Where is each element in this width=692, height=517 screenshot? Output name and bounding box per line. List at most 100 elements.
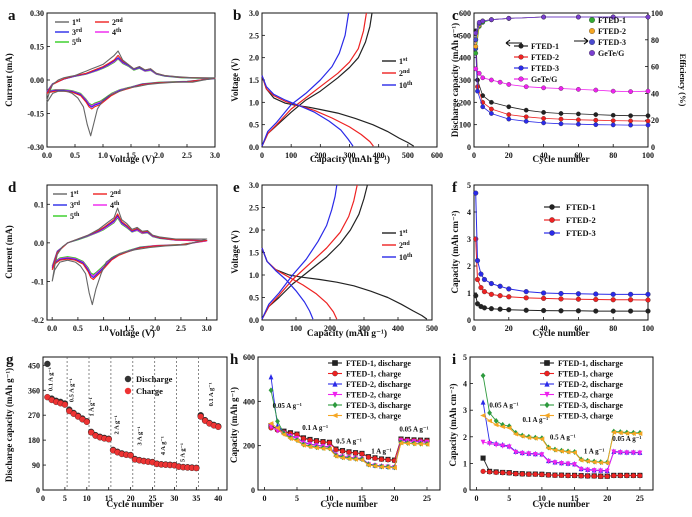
data-point — [575, 291, 581, 297]
data-point — [572, 473, 578, 479]
legend-sup: st — [76, 18, 80, 24]
y-tick-label: 2 — [463, 433, 467, 442]
y-tick-label: 0.5 — [249, 121, 259, 130]
gcd-curve-2nd-charge — [261, 184, 358, 320]
plot-frame — [469, 356, 654, 491]
x-tick-label: 0 — [260, 324, 264, 333]
legend-marker — [543, 412, 550, 419]
gcd-curve-2nd-discharge — [261, 75, 374, 147]
data-point — [628, 308, 634, 314]
x-axis-label: Voltage (V) — [109, 328, 155, 339]
legend-label: 3rd — [72, 28, 83, 37]
x-tick-label: 10 — [538, 494, 546, 503]
legend-label: FTED-2 — [531, 53, 559, 62]
legend-marker — [124, 375, 132, 383]
data-point — [575, 308, 581, 314]
arrow-left-icon — [505, 39, 522, 47]
data-point — [359, 451, 365, 457]
legend-marker — [332, 360, 338, 366]
plot-frame — [46, 184, 218, 321]
x-tick-label: 20 — [505, 151, 513, 160]
data-point — [488, 291, 494, 297]
rate-label: 1 A g⁻¹ — [584, 447, 605, 455]
data-point — [346, 456, 352, 462]
data-point — [411, 441, 417, 447]
data-point — [275, 418, 280, 425]
gcd-curve-10th-discharge — [261, 75, 354, 147]
data-point — [630, 431, 636, 437]
legend-label: 2nd — [399, 69, 410, 78]
data-point — [523, 295, 529, 301]
data-point — [473, 44, 479, 49]
y-tick-label: 0.15 — [30, 43, 44, 52]
x-tick-label: 200 — [314, 151, 326, 160]
data-point — [565, 449, 571, 455]
data-point — [474, 276, 481, 283]
x-tick-label: 100 — [642, 151, 654, 160]
cv-curve-3rd — [51, 214, 208, 279]
gcd-curve-2nd-discharge — [261, 247, 338, 320]
data-point — [486, 418, 493, 424]
data-point — [597, 460, 604, 466]
data-point — [637, 450, 643, 456]
y-tick-label: 180 — [28, 436, 40, 445]
data-point — [593, 291, 599, 297]
data-point — [598, 473, 604, 479]
rate-label: 0.05 A g⁻¹ — [399, 425, 428, 433]
data-point — [541, 14, 546, 20]
legend-label: 2nd — [110, 190, 121, 199]
y2-tick-label: 60 — [651, 63, 659, 72]
data-point — [593, 117, 599, 123]
x-tick-label: 40 — [540, 151, 548, 160]
data-point — [523, 114, 529, 120]
x-tick-label: 0.5 — [73, 324, 83, 333]
x-tick-label: 35 — [192, 494, 200, 503]
data-point — [506, 470, 512, 476]
data-point — [623, 430, 630, 436]
data-point — [541, 120, 546, 126]
data-point — [593, 122, 599, 128]
data-point — [585, 467, 591, 473]
legend-label: FTED-3 — [531, 64, 559, 73]
data-point — [526, 471, 532, 477]
data-point — [385, 457, 391, 463]
x-tick-label: 100 — [290, 324, 302, 333]
legend-label: FTED-3, charge — [346, 412, 402, 421]
x-tick-label: 20 — [391, 494, 399, 503]
legend-label: GeTe/G — [598, 49, 624, 58]
data-point — [624, 473, 630, 479]
y-tick-label: -0.1 — [31, 277, 44, 286]
legend-label: 2nd — [112, 18, 123, 27]
legend-sup: rd — [76, 28, 83, 34]
legend-sup: th — [114, 201, 120, 207]
data-point — [565, 473, 571, 479]
data-point — [523, 307, 529, 313]
y-tick-label: 3 — [467, 235, 471, 244]
arrow-right-icon — [574, 37, 589, 45]
data-point — [473, 66, 479, 72]
data-point — [523, 107, 529, 113]
data-point — [545, 445, 551, 451]
y-tick-label: 100 — [459, 121, 471, 130]
data-point — [339, 448, 346, 454]
data-point — [359, 457, 365, 463]
legend-label: 10th — [399, 81, 413, 90]
legend-label: 1st — [70, 190, 78, 199]
y-tick-label: -0.30 — [27, 143, 44, 152]
cv-curve-1st — [51, 207, 208, 306]
y-tick-label: 0.0 — [34, 239, 44, 248]
gcd-curve-10th-discharge — [261, 247, 314, 320]
rate-label: 2 A g⁻¹ — [113, 415, 120, 434]
x-axis-label: Cycle number — [320, 500, 378, 510]
data-point — [294, 438, 300, 444]
legend-marker — [518, 43, 524, 49]
legend-marker — [332, 380, 338, 387]
y2-axis-label: Efficiency (%) — [678, 54, 688, 107]
data-point — [645, 14, 651, 20]
legend-marker — [331, 412, 338, 419]
data-point — [526, 451, 532, 457]
x-tick-label: 600 — [431, 151, 443, 160]
x-tick-label: 60 — [574, 324, 582, 333]
cv-curve-2nd — [51, 213, 208, 281]
data-point — [506, 104, 512, 110]
